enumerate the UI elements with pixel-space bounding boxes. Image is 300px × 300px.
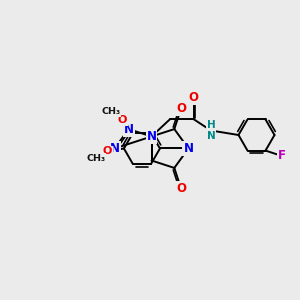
Text: H
N: H N xyxy=(206,120,215,141)
Text: CH₃: CH₃ xyxy=(101,107,121,116)
Text: O: O xyxy=(176,102,186,115)
Text: O: O xyxy=(118,115,127,125)
Text: F: F xyxy=(278,149,286,163)
Text: O: O xyxy=(176,182,186,195)
Text: N: N xyxy=(110,142,120,155)
Text: N: N xyxy=(146,130,157,143)
Text: O: O xyxy=(103,146,112,157)
Text: N: N xyxy=(124,123,134,136)
Text: methoxy: methoxy xyxy=(112,109,118,110)
Text: O: O xyxy=(188,91,199,104)
Text: CH₃: CH₃ xyxy=(86,154,106,163)
Text: O: O xyxy=(107,107,115,116)
Text: N: N xyxy=(183,142,194,155)
